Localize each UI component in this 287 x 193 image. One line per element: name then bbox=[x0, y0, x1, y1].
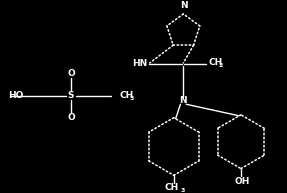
Text: O: O bbox=[67, 69, 75, 78]
Text: HO: HO bbox=[9, 91, 24, 100]
Text: N: N bbox=[181, 1, 188, 10]
Text: CH: CH bbox=[119, 91, 133, 100]
Text: O: O bbox=[67, 113, 75, 122]
Text: 2: 2 bbox=[219, 63, 223, 68]
Text: OH: OH bbox=[234, 177, 250, 186]
Text: 3: 3 bbox=[181, 188, 185, 193]
Text: CH: CH bbox=[208, 58, 223, 68]
Text: CH: CH bbox=[165, 183, 179, 192]
Text: 3: 3 bbox=[129, 96, 134, 101]
Text: N: N bbox=[180, 96, 187, 105]
Text: S: S bbox=[68, 91, 74, 100]
Text: HN: HN bbox=[133, 59, 148, 69]
